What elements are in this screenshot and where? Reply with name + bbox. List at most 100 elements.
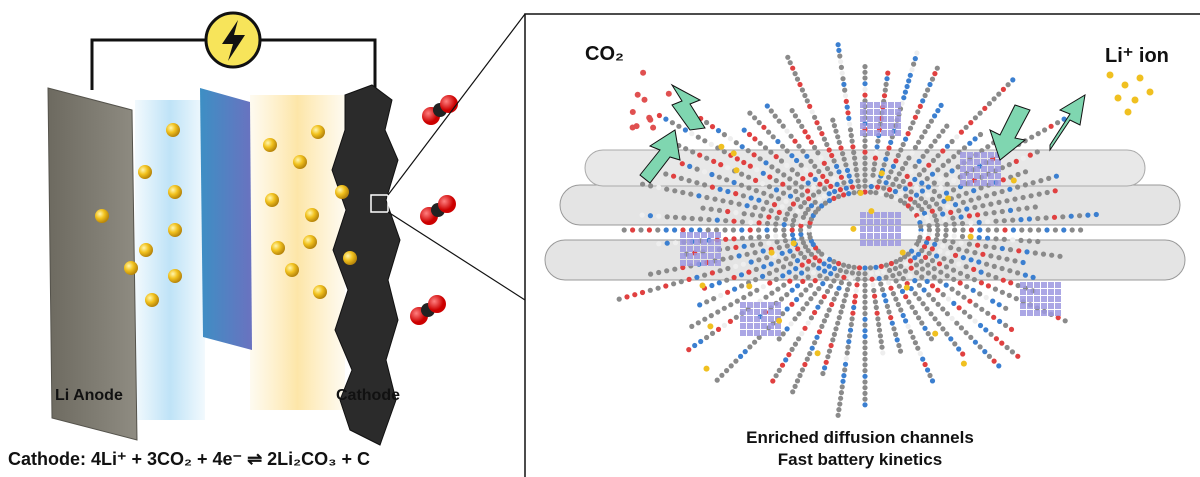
cof-layer <box>860 226 866 232</box>
atom <box>862 385 868 391</box>
atom <box>1069 227 1075 233</box>
atom <box>972 136 978 142</box>
cof-layer <box>1055 289 1061 295</box>
atom <box>963 124 969 130</box>
atom <box>799 235 805 242</box>
atom <box>862 81 868 87</box>
li-ion <box>1146 88 1154 96</box>
atom <box>870 172 876 178</box>
li-ion <box>138 165 152 179</box>
atom <box>800 214 807 220</box>
atom <box>868 183 874 190</box>
cof-layer <box>740 302 746 308</box>
atom <box>919 180 925 186</box>
atom <box>922 361 928 368</box>
cof-layer <box>874 102 880 108</box>
atom <box>990 298 996 304</box>
atom <box>900 312 906 319</box>
cof-layer <box>860 102 866 108</box>
cof-layer <box>960 180 966 186</box>
atom <box>878 263 884 269</box>
atom <box>824 141 830 148</box>
atom <box>800 176 806 182</box>
atom <box>944 311 951 317</box>
atom <box>847 327 854 333</box>
atom <box>819 131 825 137</box>
atom <box>907 125 914 131</box>
atom <box>1003 305 1009 311</box>
atom <box>1009 349 1016 355</box>
atom <box>897 256 904 262</box>
atom <box>812 114 818 120</box>
atom <box>885 70 891 76</box>
atom <box>956 261 962 267</box>
cof-layer <box>754 323 760 329</box>
co2-molecules <box>410 95 458 325</box>
atom <box>790 201 797 207</box>
atom <box>862 390 868 396</box>
atom <box>846 339 852 345</box>
atom <box>834 273 840 279</box>
atom <box>959 233 966 240</box>
atom <box>912 56 918 62</box>
atom <box>955 290 961 296</box>
atom <box>680 264 686 271</box>
atom <box>840 378 846 384</box>
atom <box>802 361 808 368</box>
cof-layer <box>895 116 901 122</box>
atom <box>789 108 795 114</box>
atom <box>697 152 703 158</box>
atom <box>949 138 955 145</box>
atom <box>754 167 760 173</box>
atom <box>768 108 774 114</box>
atom <box>802 325 808 331</box>
atom <box>793 274 799 280</box>
atom <box>1010 217 1016 223</box>
atom <box>663 227 669 233</box>
atom <box>1055 120 1061 126</box>
atom <box>749 242 756 248</box>
atom <box>964 273 971 279</box>
co2 <box>629 109 636 115</box>
atom <box>672 227 678 233</box>
atom <box>986 353 993 359</box>
atom <box>934 253 940 259</box>
atom <box>774 215 780 221</box>
atom <box>788 321 794 327</box>
cof-layer <box>881 226 887 232</box>
atom <box>799 123 805 129</box>
atom <box>818 299 824 305</box>
atom <box>943 227 949 233</box>
atom <box>892 188 899 195</box>
atom <box>728 255 734 261</box>
equation: Cathode: 4Li⁺ + 3CO₂ + 4e⁻ ⇌ 2Li₂CO₃ + C <box>8 449 370 469</box>
atom <box>898 307 904 313</box>
atom <box>925 192 931 198</box>
atom <box>797 81 803 88</box>
atom <box>925 184 932 190</box>
atom <box>783 256 789 262</box>
atom <box>978 269 984 275</box>
atom <box>817 181 823 187</box>
atom <box>908 168 914 174</box>
atom <box>952 227 958 233</box>
atom <box>786 269 792 275</box>
atom <box>780 123 786 129</box>
cof-layer <box>761 330 767 336</box>
atom <box>773 154 779 160</box>
atom <box>822 365 828 371</box>
atom <box>909 150 915 156</box>
atom <box>700 205 706 211</box>
atom <box>773 373 779 379</box>
atom <box>988 201 994 207</box>
li-ion <box>1131 96 1139 104</box>
atom <box>959 220 966 227</box>
atom <box>1048 123 1054 129</box>
atom <box>835 320 841 326</box>
atom <box>842 367 848 373</box>
atom <box>950 239 956 245</box>
atom <box>775 286 781 292</box>
atom <box>876 327 883 333</box>
atom <box>888 193 895 200</box>
cof-layer <box>680 253 686 259</box>
